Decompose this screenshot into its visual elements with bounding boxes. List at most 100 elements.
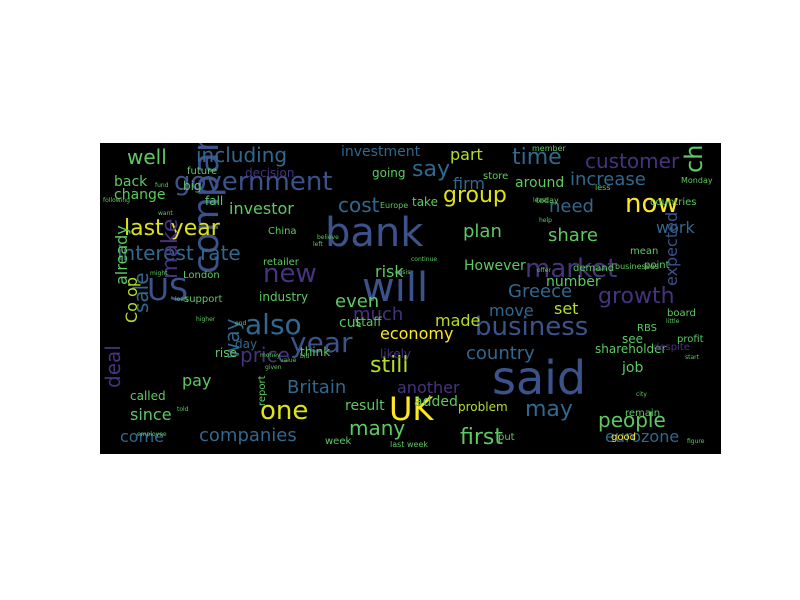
word-following: following — [103, 197, 130, 204]
word-support: support — [184, 294, 223, 305]
word-profit: profit — [677, 334, 704, 345]
word-well: well — [127, 145, 167, 169]
word-even: even — [335, 291, 380, 312]
word-retailer: retailer — [263, 257, 299, 268]
word-still: still — [370, 353, 409, 378]
word-investor: investor — [229, 199, 294, 218]
word-year: year — [290, 326, 353, 359]
word-companies: companies — [199, 425, 297, 446]
word-london: London — [183, 270, 220, 281]
word-rbs: RBS — [637, 323, 657, 334]
word-including: including — [196, 143, 288, 167]
word-europe: Europe — [380, 201, 409, 210]
word-higher: higher — [196, 316, 216, 323]
word-bank: bank — [325, 210, 424, 256]
word-value: value — [280, 357, 297, 364]
word-group: group — [443, 183, 507, 208]
word-time: time — [512, 145, 562, 170]
word-since: since — [130, 405, 172, 424]
word-around: around — [515, 175, 565, 191]
word-member: member — [532, 144, 566, 153]
word-expected: expected — [662, 211, 681, 286]
word-first: first — [460, 425, 503, 450]
word-store: store — [483, 171, 509, 182]
word-cut: cut — [339, 315, 362, 331]
word-already: already — [112, 225, 131, 285]
word-job: job — [622, 360, 644, 376]
word-chief-executive: chief executive — [680, 143, 708, 173]
word-countries: countries — [650, 197, 697, 208]
word-set: set — [554, 299, 579, 318]
word-one: one — [260, 396, 309, 426]
word-crisis: crisis — [395, 269, 411, 276]
word-today: today — [536, 196, 559, 205]
word-help: help — [539, 217, 552, 224]
word-government: government — [174, 167, 333, 197]
word-greece: Greece — [508, 281, 573, 302]
word-last-week: last week — [390, 440, 428, 449]
word-decision: decision — [245, 166, 295, 180]
word-china: China — [268, 226, 297, 237]
word-business: business — [475, 312, 589, 342]
word-future: future — [187, 166, 218, 177]
word-also: also — [245, 308, 302, 341]
word-industry: industry — [259, 290, 309, 304]
word-cost: cost — [338, 193, 380, 217]
word-britain: Britain — [287, 377, 347, 398]
word-fund: fund — [155, 182, 169, 189]
word-pay: pay — [182, 371, 212, 390]
word-people: people — [598, 408, 666, 432]
word-despite: despite — [653, 342, 690, 353]
word-interest-rate: interest rate — [117, 241, 241, 265]
word-least: least — [533, 197, 548, 204]
word-city: city — [636, 391, 647, 398]
word-little: little — [666, 318, 680, 325]
word-deal: deal — [101, 345, 125, 388]
word-now: now — [625, 189, 679, 219]
word-many: many — [349, 416, 406, 440]
word-result: result — [345, 398, 385, 414]
word-share: share — [548, 225, 598, 246]
word-come: come — [120, 427, 165, 446]
word-cloud: said bank will UK company government market bus… — [100, 143, 721, 454]
word-rise: rise — [215, 346, 237, 360]
word-businesses: businesses — [615, 262, 659, 271]
word-bid: bid — [300, 353, 310, 360]
word-need: need — [549, 196, 594, 217]
word-mean: mean — [630, 246, 659, 257]
word-work: work — [656, 218, 695, 237]
word-take: take — [412, 195, 438, 209]
word-fall: fall — [205, 194, 224, 208]
word-problem: problem — [458, 400, 508, 414]
word-change: change — [114, 187, 166, 203]
word-say: say — [412, 157, 450, 182]
word-end: end — [235, 320, 247, 327]
word-believe: believe — [317, 234, 339, 241]
word-likely: likely — [380, 347, 412, 361]
word-growth: growth — [598, 284, 675, 309]
word-back: back — [114, 174, 148, 190]
word-added: added — [414, 394, 458, 410]
word-shareholder: shareholder — [595, 342, 667, 356]
word-country: country — [466, 343, 535, 364]
word-plan: plan — [463, 221, 502, 242]
word-staff: staff — [355, 315, 382, 329]
word-market: market — [525, 254, 618, 284]
word-another: another — [397, 378, 460, 397]
word-last-year: last year — [124, 216, 220, 241]
word-continue: continue — [411, 256, 438, 263]
word-figure: figure — [687, 438, 705, 445]
word-investment: investment — [341, 144, 421, 160]
word-going: going — [372, 166, 406, 180]
word-risk: risk — [375, 262, 404, 281]
word-firm: firm — [453, 174, 485, 193]
word-given: given — [265, 364, 282, 371]
word-day: day — [235, 337, 258, 351]
word-said: said — [492, 351, 587, 405]
word-money: money — [260, 352, 281, 359]
word-made: made — [435, 311, 481, 330]
word-left: left — [313, 241, 323, 248]
word-us: US — [147, 273, 189, 308]
word-may: may — [525, 397, 573, 422]
word-put: put — [498, 432, 515, 443]
